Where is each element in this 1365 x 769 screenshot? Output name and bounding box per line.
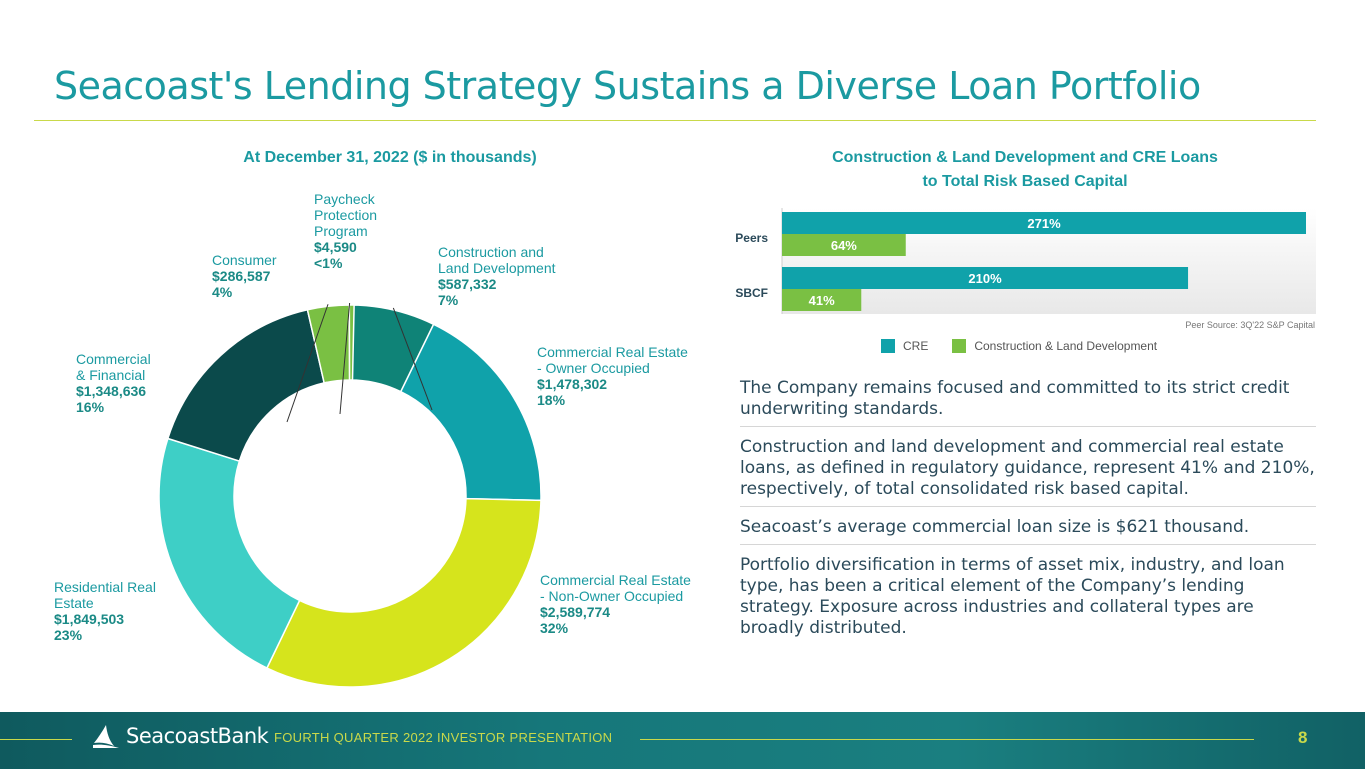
bullet-item: The Company remains focused and committe…	[740, 376, 1316, 427]
label-name: Land Development	[438, 260, 556, 276]
label-name: Paycheck	[314, 191, 375, 207]
donut-chart	[158, 302, 542, 688]
label-name: Residential Real	[54, 579, 156, 595]
footer-line-right	[640, 739, 1254, 740]
footer-bar: SeacoastBank FOURTH QUARTER 2022 INVESTO…	[0, 712, 1365, 769]
legend-label-cld: Construction & Land Development	[974, 339, 1158, 353]
category-label: SBCF	[735, 286, 768, 300]
bar-cre-sbcf	[782, 267, 1189, 289]
brand-logo: SeacoastBank	[92, 724, 269, 748]
leader-line	[392, 307, 433, 411]
label-value: $286,587	[212, 268, 271, 284]
bar-chart-title-line2: to Total Risk Based Capital	[922, 173, 1128, 190]
label-name: Estate	[54, 595, 94, 611]
label-value: $2,589,774	[540, 604, 611, 620]
label-consumer: Consumer $286,587 4%	[212, 252, 277, 300]
label-value: $1,849,503	[54, 611, 125, 627]
bullet-item: Construction and land development and co…	[740, 435, 1316, 507]
label-name: Commercial Real Estate	[537, 344, 688, 360]
label-name: - Owner Occupied	[537, 360, 650, 376]
bar-data-label: 271%	[1027, 216, 1061, 231]
label-cre-non-owner-occupied: Commercial Real Estate - Non-Owner Occup…	[540, 572, 691, 636]
brand-name: SeacoastBank	[126, 724, 269, 748]
label-residential-real-estate: Residential Real Estate $1,849,503 23%	[54, 579, 156, 643]
bullet-list: The Company remains focused and committe…	[740, 376, 1316, 653]
legend-label-cre: CRE	[903, 339, 929, 353]
footer-line-left	[0, 739, 72, 740]
bar-data-label: 64%	[831, 238, 857, 253]
label-percent: 18%	[537, 392, 566, 408]
legend-swatch-cre	[881, 339, 895, 353]
label-name: Commercial	[76, 351, 151, 367]
source-note: Peer Source: 3Q'22 S&P Capital	[1185, 320, 1315, 330]
bar-cld-peers	[782, 234, 906, 256]
label-percent: 32%	[540, 620, 569, 636]
category-label: Peers	[735, 231, 768, 245]
label-ppp: Paycheck Protection Program $4,590 <1%	[314, 191, 377, 271]
label-construction-land-dev: Construction and Land Development $587,3…	[438, 244, 556, 308]
page-title: Seacoast's Lending Strategy Sustains a D…	[54, 64, 1201, 108]
slice-ppp	[348, 304, 355, 381]
label-name: Commercial Real Estate	[540, 572, 691, 588]
bar-cre-peers	[782, 212, 1306, 234]
bar-data-label: 210%	[968, 271, 1002, 286]
label-value: $1,348,636	[76, 383, 147, 399]
slice-cre-owner-occupied	[399, 323, 542, 502]
label-name: - Non-Owner Occupied	[540, 588, 684, 604]
bar-chart-title-line1: Construction & Land Development and CRE …	[832, 149, 1218, 166]
title-divider	[34, 120, 1316, 121]
bar-chart: Peers 271% 64% SBCF 210% 41%	[735, 208, 1316, 314]
bar-chart-title: Construction & Land Development and CRE …	[780, 146, 1270, 194]
bullet-item: Portfolio diversification in terms of as…	[740, 555, 1285, 638]
label-percent: 4%	[212, 284, 233, 300]
label-commercial-financial: Commercial & Financial $1,348,636 16%	[76, 351, 151, 415]
slice-commercial-financial	[166, 308, 326, 463]
bar-data-label: 41%	[809, 293, 835, 308]
label-value: $1,478,302	[537, 376, 608, 392]
leader-line	[286, 304, 329, 423]
leader-line	[339, 302, 351, 415]
label-percent: 16%	[76, 399, 105, 415]
label-name: Construction and	[438, 244, 544, 260]
donut-chart-title: At December 31, 2022 ($ in thousands)	[243, 149, 537, 166]
label-name: Protection	[314, 207, 378, 223]
sail-logo-icon	[93, 725, 119, 748]
bar-cld-sbcf	[782, 289, 862, 311]
label-name: Consumer	[212, 252, 277, 268]
label-name: Program	[314, 223, 368, 239]
page-number: 8	[1298, 728, 1308, 747]
label-cre-owner-occupied: Commercial Real Estate - Owner Occupied …	[537, 344, 688, 408]
label-percent: 7%	[438, 292, 459, 308]
slice-cre-non-owner-occupied	[265, 497, 542, 688]
footer-caption: FOURTH QUARTER 2022 INVESTOR PRESENTATIO…	[274, 730, 613, 745]
slice-residential-real-estate	[158, 437, 301, 670]
legend-swatch-cld	[952, 339, 967, 353]
label-name: & Financial	[76, 367, 146, 383]
label-value: $587,332	[438, 276, 497, 292]
label-percent: <1%	[314, 255, 343, 271]
bar-legend: CRE Construction & Land Development	[881, 339, 1157, 353]
label-percent: 23%	[54, 627, 83, 643]
bullet-item: Seacoast’s average commercial loan size …	[740, 515, 1316, 545]
label-value: $4,590	[314, 239, 357, 255]
